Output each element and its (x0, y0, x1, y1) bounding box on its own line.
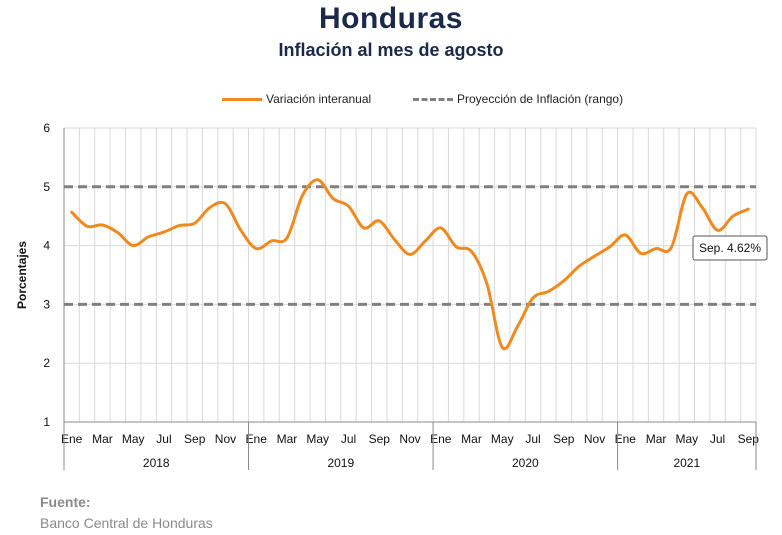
x-tick-label: Nov (399, 432, 420, 446)
data-point (162, 230, 166, 234)
x-tick-label: Jul (710, 432, 725, 446)
data-point (347, 205, 350, 208)
data-point (562, 279, 565, 283)
data-point (316, 178, 319, 181)
legend-label-variacion: Variación interanual (266, 92, 372, 106)
x-tick-label: Ene (615, 432, 637, 446)
annotation-text: Sep. 4.62% (699, 241, 761, 255)
x-tick-label: Jul (341, 432, 356, 446)
data-point (516, 324, 519, 328)
x-tick-label: Nov (584, 432, 605, 446)
data-point (270, 239, 273, 243)
data-point (593, 254, 596, 258)
data-point (531, 296, 535, 300)
x-tick-label: Sep (369, 432, 391, 446)
x-tick-label: Jul (525, 432, 540, 446)
year-label: 2019 (327, 456, 354, 470)
x-tick-label: Mar (461, 432, 482, 446)
line-chart: 1 2 3 4 5 6 Porcentajes Ene Mar May Jul Sep Nov Ene Ma… (15, 121, 768, 470)
data-point (116, 231, 120, 234)
series-line-variacion-interanual (70, 178, 750, 351)
data-point (424, 239, 427, 243)
data-point (624, 233, 627, 237)
data-point (639, 252, 642, 255)
data-point (731, 215, 735, 218)
data-point (193, 222, 196, 225)
data-point (485, 282, 489, 286)
data-point (378, 219, 381, 223)
data-point (439, 226, 442, 230)
y-tick-label: 6 (43, 121, 50, 135)
x-tick-label: Mar (277, 432, 298, 446)
x-tick-label: May (306, 432, 329, 446)
y-tick-label: 4 (43, 239, 50, 253)
data-point (470, 250, 473, 253)
x-tick-label: Ene (61, 432, 83, 446)
y-tick-label: 1 (43, 415, 50, 429)
legend-swatch-dashed (413, 97, 453, 101)
y-tick-label: 5 (43, 180, 50, 194)
data-point (208, 206, 212, 209)
data-point (408, 253, 412, 256)
chart-title: Honduras (318, 2, 463, 35)
legend-item-proyeccion: Proyección de Inflación (rango) (413, 92, 623, 106)
data-point (239, 229, 243, 232)
x-tick-label: May (675, 432, 698, 446)
source-text: Banco Central de Honduras (40, 515, 213, 531)
data-point (70, 210, 73, 214)
data-point (331, 197, 335, 200)
data-point (716, 229, 719, 232)
data-point (501, 346, 504, 349)
data-point (362, 226, 366, 230)
y-axis-label: Porcentajes (15, 241, 29, 309)
x-tick-label: Sep (553, 432, 575, 446)
data-point (301, 194, 304, 197)
data-point (608, 245, 612, 248)
legend-label-proyeccion: Proyección de Inflación (rango) (457, 92, 624, 106)
data-point (547, 290, 550, 293)
data-point (285, 236, 289, 240)
data-point (654, 247, 658, 250)
x-tick-label: Jul (156, 432, 171, 446)
data-point (224, 202, 227, 206)
x-tick-label: May (122, 432, 145, 446)
legend: Variación interanual Proyección de Infla… (0, 92, 782, 112)
x-tick-label: Sep (738, 432, 760, 446)
x-tick-label: Sep (184, 432, 206, 446)
year-label: 2020 (512, 456, 539, 470)
data-point (685, 192, 688, 196)
data-point (132, 244, 135, 247)
data-point (700, 206, 704, 209)
data-point (147, 235, 150, 238)
y-tick-label: 3 (43, 297, 50, 311)
data-point (85, 224, 89, 228)
data-point (577, 264, 581, 268)
data-point (178, 224, 181, 227)
data-point (255, 247, 258, 250)
legend-item-variacion: Variación interanual (222, 92, 371, 106)
year-label: 2018 (143, 456, 170, 470)
x-tick-label: Mar (646, 432, 667, 446)
x-tick-label: Nov (215, 432, 236, 446)
data-point (393, 238, 396, 241)
y-tick-label: 2 (43, 356, 50, 370)
data-point (101, 223, 104, 227)
annotation-box (692, 235, 768, 261)
x-tick-label: May (491, 432, 514, 446)
year-label: 2021 (673, 456, 700, 470)
chart-subtitle: Inflación al mes de agosto (278, 40, 504, 60)
x-tick-label: Ene (430, 432, 452, 446)
x-tick-label: Ene (246, 432, 268, 446)
data-point (670, 246, 673, 249)
source-label: Fuente: (40, 494, 91, 510)
legend-swatch-solid (222, 97, 262, 101)
data-point (454, 245, 458, 248)
x-tick-label: Mar (92, 432, 113, 446)
data-point (747, 207, 750, 211)
